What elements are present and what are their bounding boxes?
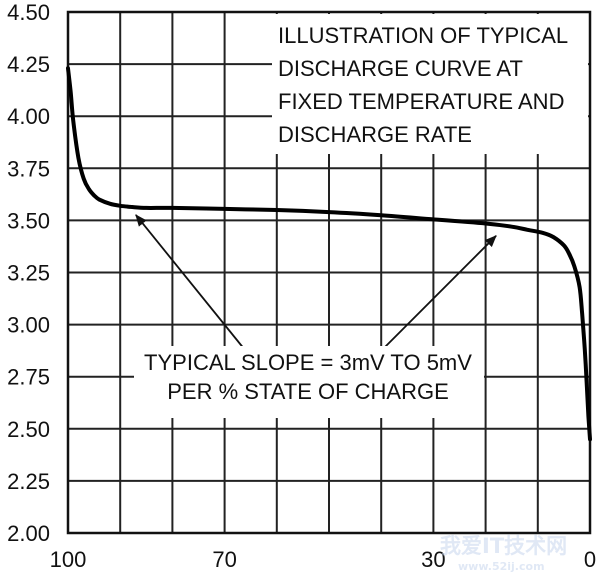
title-note-line: ILLUSTRATION OF TYPICAL [278,23,568,48]
y-tick-label: 2.25 [7,469,50,494]
y-tick-label: 2.00 [7,521,50,546]
slope-note-line: TYPICAL SLOPE = 3mV TO 5mV [144,350,472,375]
x-tick-label: 30 [421,547,445,572]
slope-note-line: PER % STATE OF CHARGE [167,379,449,404]
plot-frame [66,10,592,535]
x-axis: 100 70 30 0 [50,547,596,572]
x-tick-label: 100 [50,547,87,572]
x-tick-label: 0 [584,547,596,572]
y-tick-label: 4.00 [7,104,50,129]
watermark: 我爱IT技术网 www.52ij.com [440,534,567,573]
annotations: ILLUSTRATION OF TYPICAL DISCHARGE CURVE A… [134,14,588,418]
y-tick-label: 2.75 [7,365,50,390]
y-tick-label: 3.75 [7,156,50,181]
y-axis: 2.00 2.25 2.50 2.75 3.00 3.25 3.50 3.75 4.00 4.25… [7,0,50,546]
y-tick-label: 3.50 [7,208,50,233]
slope-arrow [135,214,246,351]
x-tick-label: 70 [212,547,236,572]
discharge-curve-line [66,66,592,442]
y-tick-label: 4.25 [7,52,50,77]
y-tick-label: 4.50 [7,0,50,25]
title-note-line: DISCHARGE RATE [278,122,472,147]
title-note-line: DISCHARGE CURVE AT [278,56,523,81]
y-tick-label: 2.50 [7,417,50,442]
title-note-line: FIXED TEMPERATURE AND [278,89,564,114]
slope-note-background [134,346,484,418]
watermark-text: 我爱IT技术网 [440,534,567,558]
slope-arrow [381,235,497,351]
title-note-background [272,14,588,154]
y-tick-label: 3.25 [7,261,50,286]
y-tick-label: 3.00 [7,313,50,338]
watermark-url: www.52ij.com [458,560,545,573]
